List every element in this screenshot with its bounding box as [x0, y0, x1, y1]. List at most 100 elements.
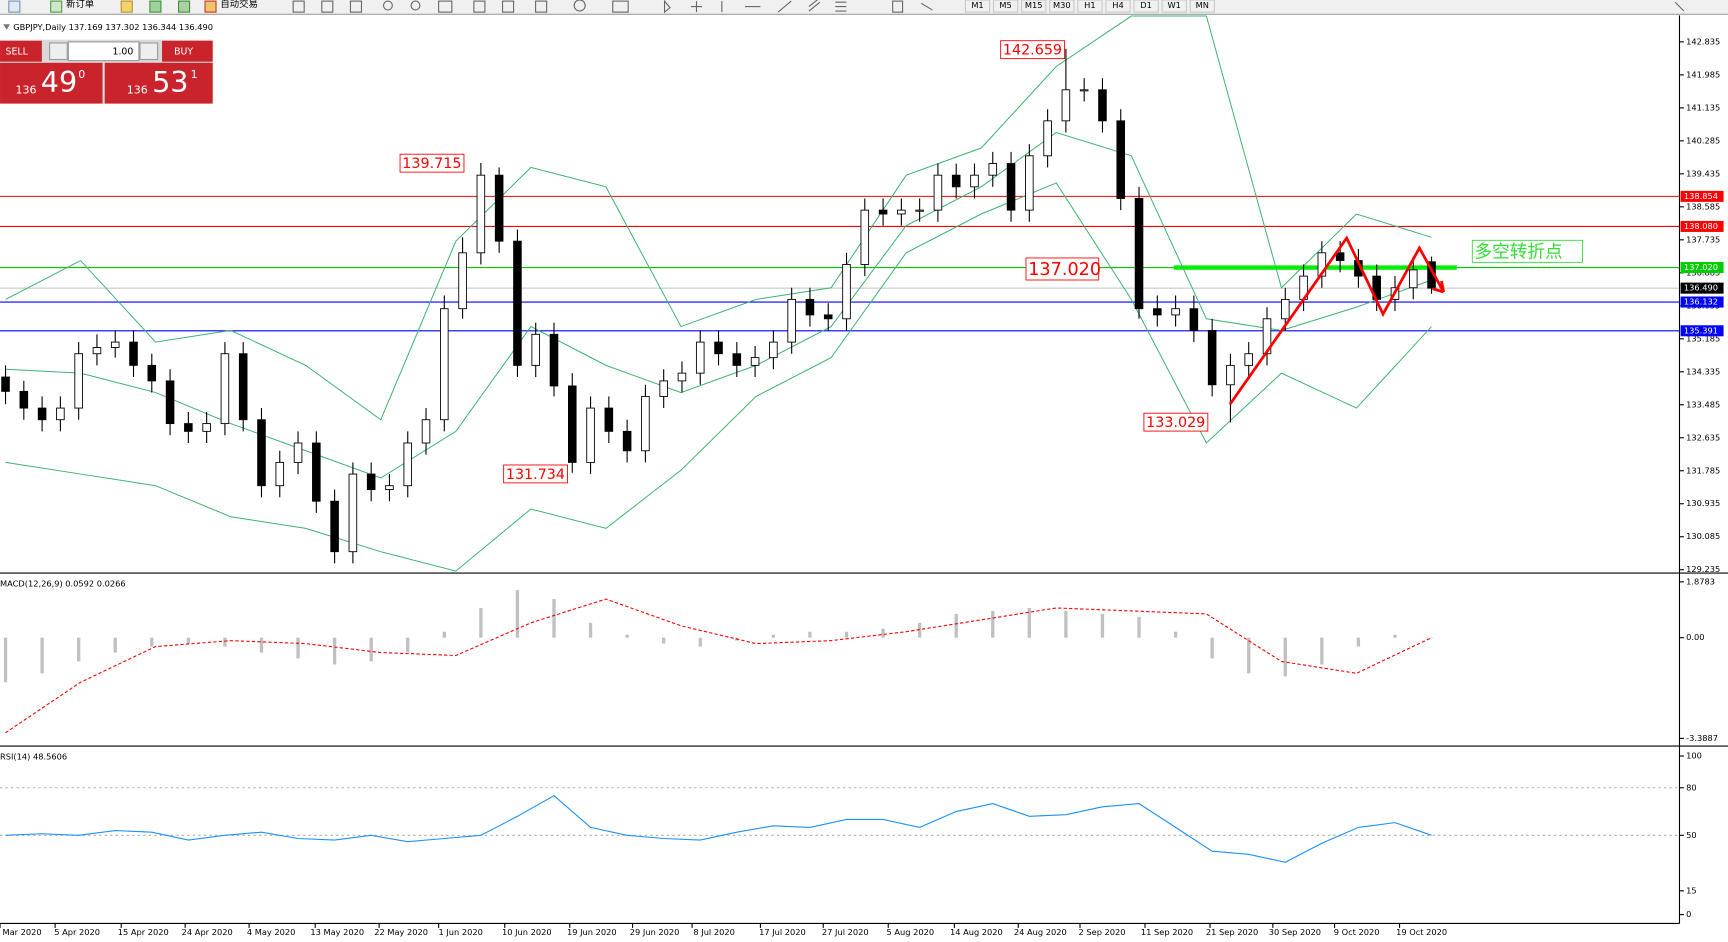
candle-body	[897, 209, 906, 215]
candle-body	[695, 341, 705, 374]
toolbar-icon[interactable]	[120, 0, 133, 13]
buy-price-box[interactable]	[104, 62, 213, 104]
x-tick-label: 10 Jun 2020	[502, 927, 552, 937]
y-tick-label: 0.00	[1686, 632, 1704, 642]
lot-input[interactable]	[67, 41, 140, 62]
annotation-box	[503, 464, 568, 484]
timeframe-label[interactable]: MN	[1196, 0, 1209, 10]
timeframe-button[interactable]	[1161, 0, 1187, 13]
lot-increase[interactable]	[139, 42, 159, 61]
tool-icon[interactable]	[292, 0, 305, 13]
fibo-icon[interactable]	[835, 1, 847, 12]
toolbar-icon[interactable]	[8, 0, 21, 13]
zoom-in-icon[interactable]	[382, 0, 393, 11]
buy-price-fraction[interactable]: 1	[191, 68, 198, 81]
crosshair-icon[interactable]	[690, 1, 703, 13]
sell-price-fraction[interactable]: 0	[78, 68, 85, 81]
timeframe-button[interactable]	[992, 0, 1019, 13]
timeframe-button[interactable]	[1077, 0, 1103, 13]
timeframe-label[interactable]: M30	[1053, 0, 1071, 10]
templates-icon[interactable]	[612, 0, 629, 13]
timeframe-label[interactable]: H4	[1112, 0, 1123, 10]
candle-body	[970, 174, 979, 188]
candle-body	[549, 333, 559, 387]
candle-body	[366, 473, 376, 491]
buy-label[interactable]: BUY	[174, 46, 193, 57]
timeframe-label[interactable]: D1	[1140, 0, 1152, 10]
toolbar-icon[interactable]	[177, 0, 191, 13]
sell-price-box[interactable]	[0, 62, 103, 104]
candle-body	[92, 347, 102, 355]
cursor-icon[interactable]	[663, 0, 671, 14]
macd-bar	[844, 631, 849, 638]
symbol-header: GBPJPY,Daily 137.169 137.302 136.344 136…	[13, 22, 213, 32]
buy-price-pips[interactable]: 53	[152, 65, 188, 99]
macd-bar	[1100, 613, 1105, 638]
x-tick-label: 11 Sep 2020	[1141, 927, 1193, 937]
timeframe-button[interactable]	[1105, 0, 1131, 13]
lot-decrease[interactable]	[49, 42, 68, 61]
candle-body	[257, 419, 266, 487]
new-order-icon[interactable]	[50, 0, 63, 13]
tool-icon[interactable]	[501, 0, 515, 13]
price-label-bg	[1680, 325, 1724, 337]
timeframe-button[interactable]	[1021, 0, 1047, 13]
annotation-box	[1471, 239, 1583, 263]
candle-body	[1408, 269, 1418, 289]
x-tick-label: 5 Apr 2020	[54, 927, 100, 937]
macd-bar	[406, 637, 410, 653]
auto-trading-button[interactable]: 自动交易	[220, 0, 257, 10]
tool-icon[interactable]	[321, 0, 334, 13]
timeframe-button[interactable]	[1133, 0, 1159, 13]
annotation: 142.659	[1003, 43, 1062, 59]
candle-body	[202, 423, 211, 432]
timeframe-label[interactable]: M15	[1025, 0, 1043, 10]
candle-body	[842, 264, 851, 320]
indicators-icon[interactable]	[535, 0, 548, 13]
macd-bar	[1210, 637, 1214, 659]
timeframe-label[interactable]: W1	[1168, 0, 1181, 10]
timeframe-button[interactable]	[1189, 0, 1215, 13]
candle-body	[823, 314, 833, 320]
candle-body	[1025, 155, 1034, 211]
annotation: 137.020	[1028, 260, 1101, 280]
macd-bar	[1137, 616, 1141, 638]
macd-bar	[1283, 637, 1287, 677]
sell-price-big[interactable]: 136	[15, 83, 36, 96]
timeframe-button[interactable]	[1049, 0, 1075, 13]
candle-body	[951, 174, 961, 188]
macd-bar	[77, 637, 81, 662]
trendline-icon[interactable]	[777, 0, 792, 13]
channel-icon[interactable]	[808, 0, 821, 12]
timeframe-label[interactable]: M5	[999, 0, 1011, 10]
macd-bar	[808, 631, 812, 638]
zoom-out-icon[interactable]	[410, 0, 421, 11]
search-icon[interactable]	[1674, 1, 1685, 12]
new-order-button[interactable]: 新订单	[66, 0, 94, 10]
toolbar-icon[interactable]	[149, 0, 162, 13]
buy-price-big[interactable]: 136	[127, 83, 148, 96]
timeframe-label[interactable]: H1	[1084, 0, 1095, 10]
timeframe-button[interactable]	[964, 0, 991, 13]
sell-price-pips[interactable]: 49	[41, 65, 77, 99]
buy-button[interactable]	[162, 40, 213, 62]
lot-value[interactable]: 1.00	[113, 46, 134, 57]
label-icon[interactable]	[892, 0, 904, 13]
tool-icon[interactable]	[349, 0, 363, 13]
tile-icon[interactable]	[438, 0, 453, 13]
time-axis: Mar 2020 5 Apr 2020 15 Apr 2020 24 Apr 2020…	[0, 923, 1447, 937]
timeframe-label[interactable]: M1	[971, 0, 983, 10]
macd-bar	[1247, 637, 1251, 674]
candle-body	[659, 380, 668, 397]
sell-label[interactable]: SELL	[6, 46, 29, 57]
auto-trading-icon[interactable]	[204, 0, 217, 13]
sell-button[interactable]	[0, 40, 42, 62]
macd-bar	[917, 622, 922, 638]
y-tick-label: 129.235	[1686, 564, 1720, 574]
candle-body	[604, 407, 614, 432]
tool-icon[interactable]	[473, 0, 486, 13]
candle-body	[1, 376, 10, 392]
periods-icon[interactable]	[573, 0, 586, 12]
candle-body	[421, 419, 431, 444]
arrows-icon[interactable]	[921, 2, 933, 11]
